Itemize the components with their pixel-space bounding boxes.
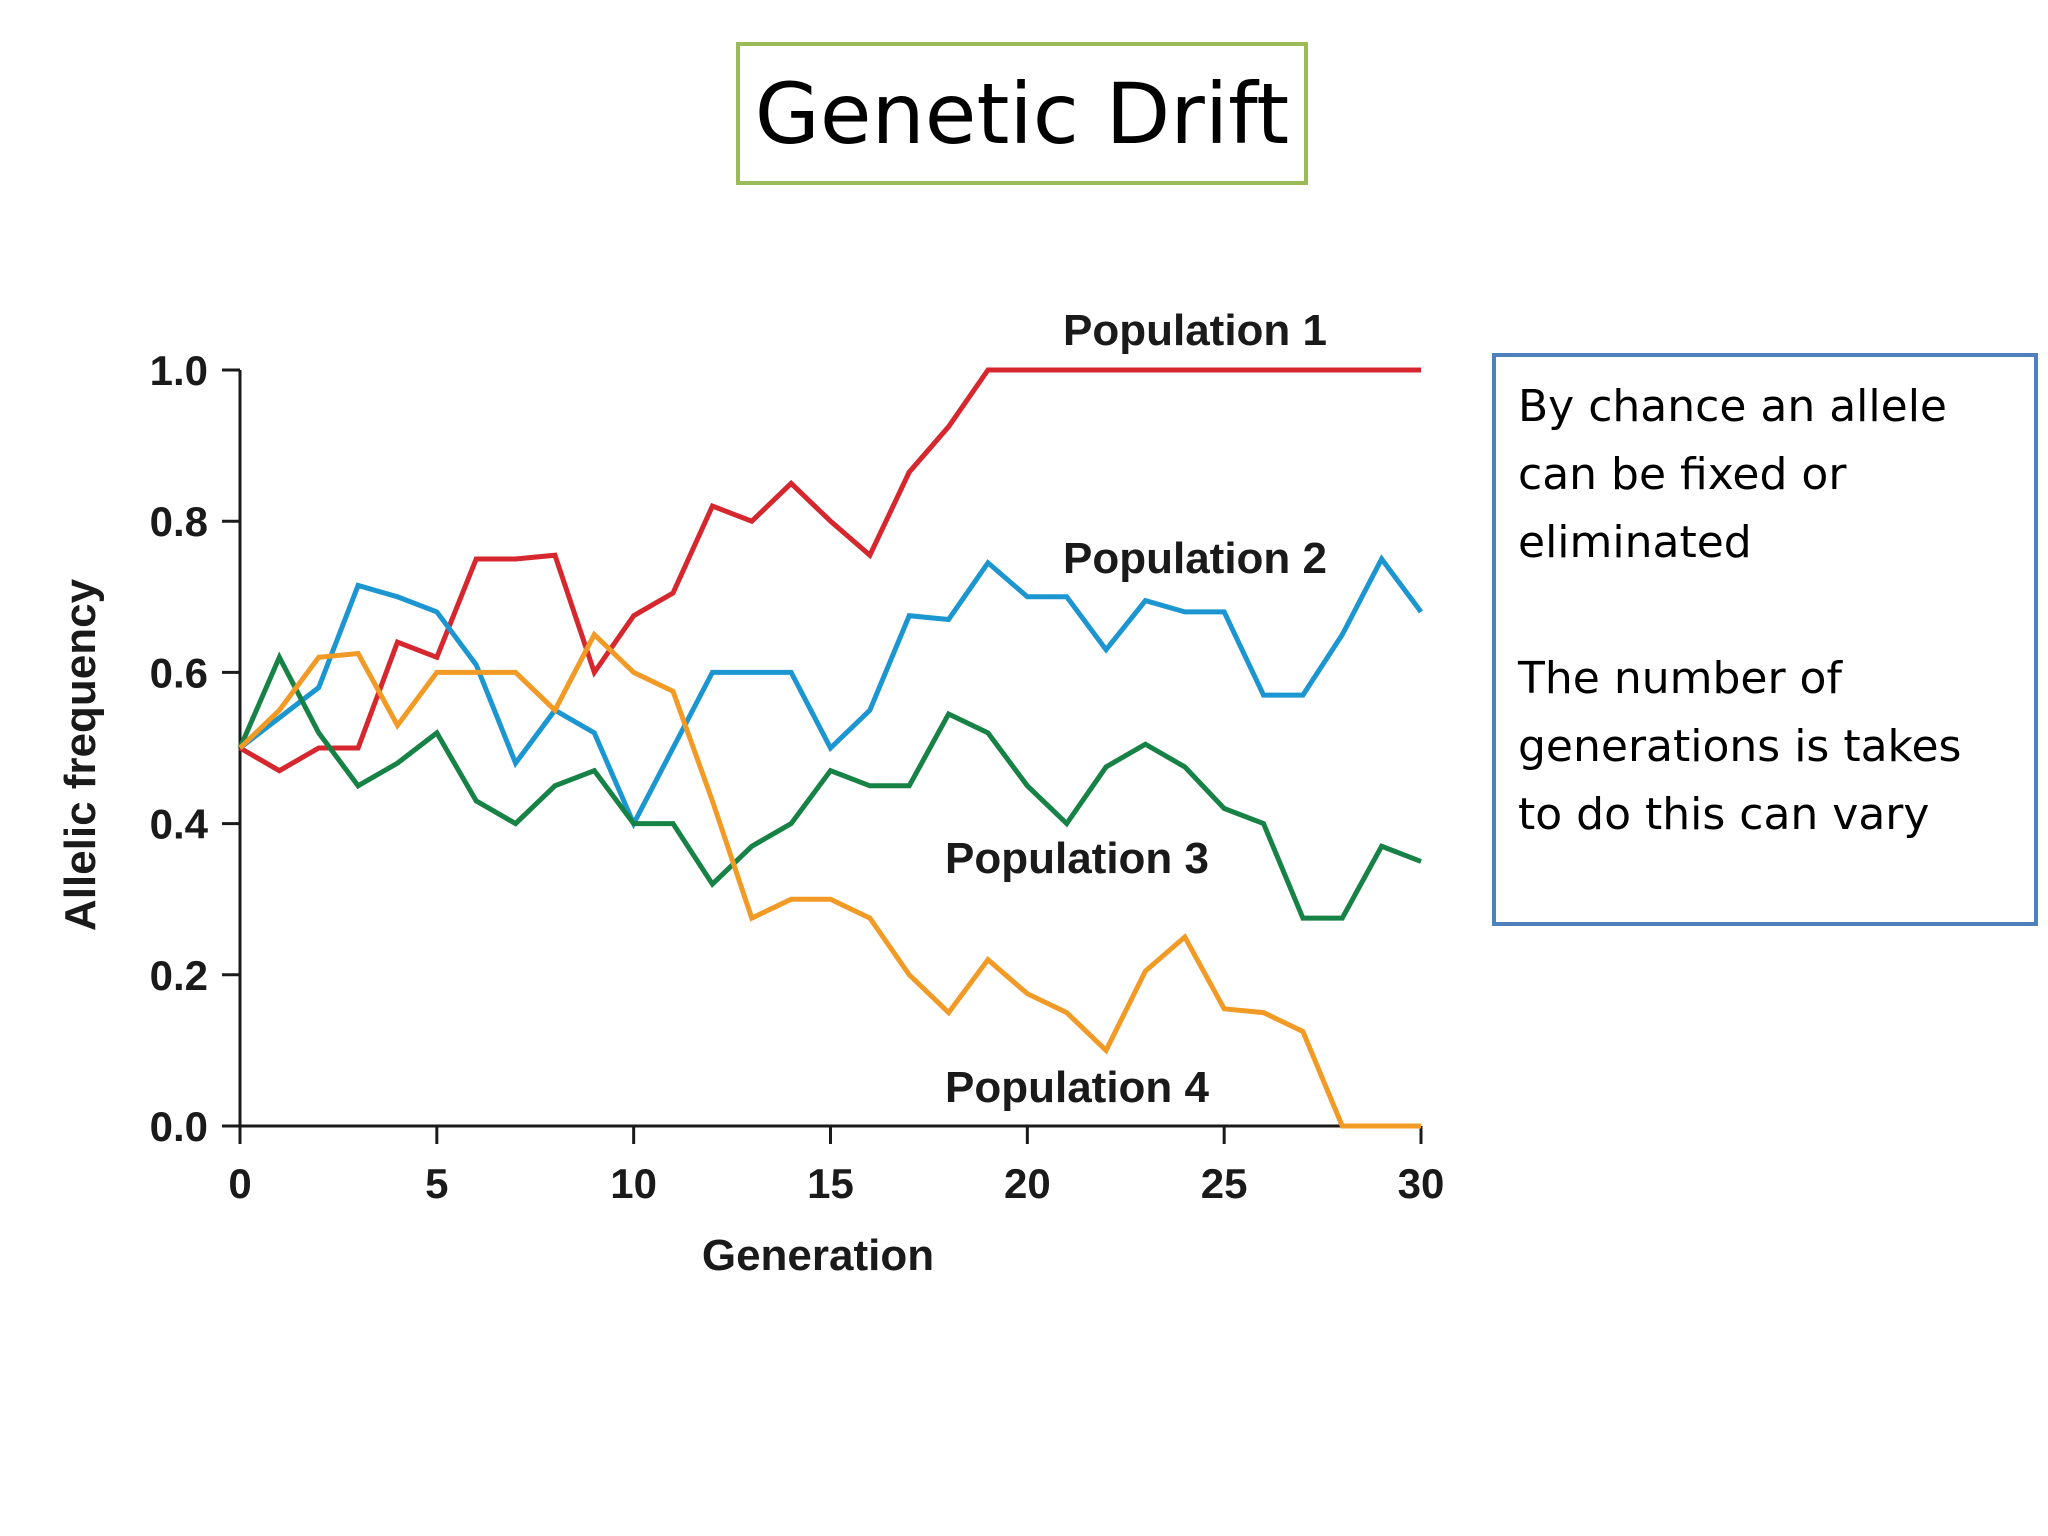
x-tick-label: 25 [1201,1160,1248,1207]
y-tick-label: 0.2 [150,952,208,999]
note-box: By chance an allele can be fixed or elim… [1492,353,2038,926]
x-tick-label: 5 [425,1160,448,1207]
x-tick-label: 20 [1004,1160,1051,1207]
x-tick-label: 0 [228,1160,251,1207]
series-label-population-2: Population 2 [1063,534,1327,583]
slide-title: Genetic Drift [736,42,1308,185]
series-line-population-2 [238,554,1424,830]
y-tick-label: 1.0 [150,347,208,394]
y-tick-label: 0.6 [150,649,208,696]
note-paragraph-1: By chance an allele can be fixed or elim… [1518,381,1947,568]
series-label-population-1: Population 1 [1063,306,1327,355]
x-tick-label: 30 [1398,1160,1445,1207]
chart-series-labels: Population 1 Population 2 Population 3 Popu… [945,306,1327,1112]
chart-series [237,367,1424,1129]
series-line-population-4 [238,630,1421,1129]
series-label-population-4: Population 4 [945,1063,1210,1112]
y-tick-label: 0.0 [150,1103,208,1150]
x-tick-label: 10 [610,1160,657,1207]
chart-axes: 0.0 0.2 0.4 0.6 0.8 1.0 0 5 10 15 20 25 30 [150,347,1445,1207]
note-paragraph-2: The number of generations is takes to do… [1518,653,1962,840]
series-line-population-1 [238,367,1421,774]
y-axis-title: Allelic frequency [56,578,105,931]
y-tick-label: 0.8 [150,498,208,545]
y-tick-label: 0.4 [150,801,209,848]
x-tick-label: 15 [807,1160,854,1207]
x-axis-title: Generation [702,1231,934,1280]
series-label-population-3: Population 3 [945,834,1209,883]
series-line-population-3 [237,651,1422,921]
